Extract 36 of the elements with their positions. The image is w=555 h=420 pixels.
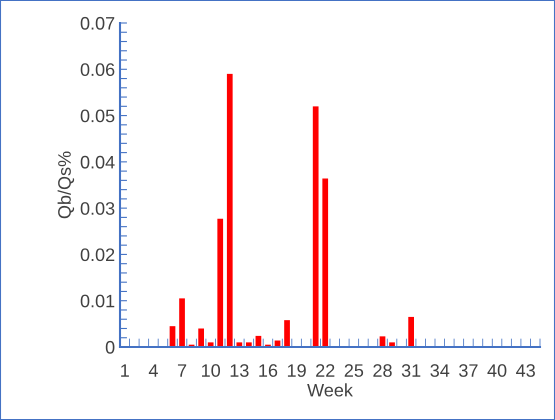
bar xyxy=(312,106,319,347)
y-tick-label: 0 xyxy=(106,340,114,354)
y-tick-label: 0.04 xyxy=(80,156,115,169)
bar xyxy=(284,320,290,347)
bar xyxy=(256,336,262,347)
y-tick-label: 0.07 xyxy=(80,16,114,30)
x-tick-label: 1 xyxy=(121,364,129,377)
bar xyxy=(179,298,185,347)
bar xyxy=(170,326,176,347)
bar xyxy=(380,336,386,347)
x-tick-label: 19 xyxy=(288,364,306,377)
x-tick-label: 43 xyxy=(516,364,535,377)
x-tick-label: 37 xyxy=(459,364,478,377)
x-tick-label: 10 xyxy=(202,364,220,377)
y-tick-label: 0.06 xyxy=(80,63,114,76)
y-tick-label: 0.02 xyxy=(80,248,114,262)
x-tick-label: 7 xyxy=(178,364,186,377)
y-axis-title: Qb/Qs% xyxy=(58,152,74,218)
x-tick-label: 4 xyxy=(148,364,158,377)
y-tick-label: 0.03 xyxy=(80,202,114,215)
bar xyxy=(198,328,204,347)
x-axis-title: Week xyxy=(307,383,353,397)
y-tick-label: 0.05 xyxy=(80,110,114,122)
x-tick-label: 16 xyxy=(259,364,278,377)
y-tick-label: 0.01 xyxy=(80,294,114,308)
bar xyxy=(408,316,414,347)
x-tick-label: 28 xyxy=(373,364,392,377)
x-tick-label: 40 xyxy=(487,364,506,377)
x-tick-label: 34 xyxy=(430,364,450,377)
bar xyxy=(217,218,224,347)
x-tick-label: 25 xyxy=(344,364,364,377)
x-tick-label: 22 xyxy=(316,364,334,377)
x-tick-label: 13 xyxy=(230,364,249,377)
bar xyxy=(322,178,328,347)
bar xyxy=(226,74,233,347)
x-tick-label: 31 xyxy=(402,364,420,377)
